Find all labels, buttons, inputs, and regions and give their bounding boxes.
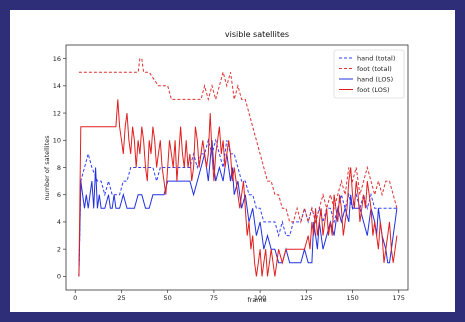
legend-label: foot (total) xyxy=(357,65,392,73)
x-tick-label: 0 xyxy=(73,294,77,302)
y-tick-label: 12 xyxy=(53,109,61,117)
series-line-hand-los xyxy=(78,140,398,277)
x-tick-label: 150 xyxy=(346,294,358,302)
legend-box xyxy=(333,49,405,99)
x-tick-label: 100 xyxy=(254,294,266,302)
legend-label: hand (LOS) xyxy=(357,75,393,83)
x-tick-label: 175 xyxy=(393,294,405,302)
y-tick-label: 14 xyxy=(53,82,61,90)
axis-ticks: 0 25 50 75 100 125 150 175 0 2 4 6 8 10 12 14 16 xyxy=(53,55,405,302)
plot-area xyxy=(65,44,409,291)
legend-label: hand (total) xyxy=(357,54,395,62)
chart-figure: visible satellites 0 25 50 75 100 125 150 175 0 2… xyxy=(10,10,455,312)
line-chart: visible satellites 0 25 50 75 100 125 150 175 0 2… xyxy=(43,30,409,304)
x-tick-label: 25 xyxy=(117,294,125,302)
y-tick-label: 2 xyxy=(57,245,61,253)
x-axis-label: frame xyxy=(247,296,266,304)
y-tick-label: 6 xyxy=(57,191,61,199)
y-tick-label: 10 xyxy=(53,137,61,145)
series-line-foot-total xyxy=(78,58,398,224)
y-tick-label: 4 xyxy=(57,218,61,226)
x-tick-label: 125 xyxy=(300,294,312,302)
chart-title: visible satellites xyxy=(225,30,289,39)
x-tick-label: 50 xyxy=(164,294,172,302)
y-tick-label: 16 xyxy=(53,55,61,63)
legend-label: foot (LOS) xyxy=(357,86,390,94)
y-tick-label: 8 xyxy=(57,164,61,172)
y-axis-label: number of satellites xyxy=(43,135,51,201)
legend: hand (total) foot (total) hand (LOS) foot (… xyxy=(333,49,405,99)
series-line-foot-los xyxy=(78,99,398,277)
x-tick-label: 75 xyxy=(210,294,218,302)
y-tick-label: 0 xyxy=(57,273,61,281)
